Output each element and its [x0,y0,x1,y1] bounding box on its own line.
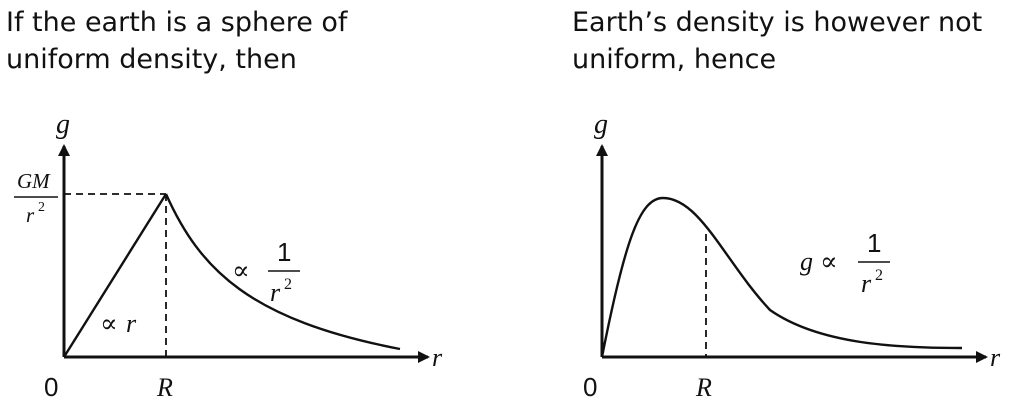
left-inner-relation-var: r [126,309,137,338]
left-peak-numerator: GM [17,169,51,193]
right-y-axis-label: g [594,109,608,140]
left-heading: If the earth is a sphere of uniform dens… [6,4,347,78]
left-outer-denominator-exp: 2 [284,276,292,293]
left-inverse-square-curve [164,193,401,351]
left-heading-line1: If the earth is a sphere of [6,7,348,38]
left-origin-label: 0 [44,372,58,402]
right-origin-label: 0 [583,372,597,402]
right-radius-label: R [695,373,712,402]
left-peak-denominator-exp: 2 [38,200,45,215]
left-y-axis-label: g [56,109,70,140]
left-peak-denominator: r [26,203,35,227]
right-heading-line2: uniform, hence [572,44,777,75]
left-outer-denominator: r [270,278,281,307]
right-graph: g r 0 R g ∝ 1 r 2 [583,109,1001,402]
right-heading: Earth’s density is however not uniform, … [572,4,982,78]
left-linear-segment [62,193,168,358]
right-heading-line1: Earth’s density is however not [572,7,983,38]
right-numerator: 1 [867,228,881,258]
left-heading-line2: uniform density, then [6,44,297,75]
right-x-axis-label: r [990,343,1001,372]
left-radius-label: R [156,373,173,402]
right-denominator: r [861,269,872,298]
right-relation-lhs: g [800,247,813,276]
right-denominator-exp: 2 [875,267,883,284]
right-gravity-curve [600,196,963,358]
left-outer-relation-symbol: ∝ [232,256,250,285]
left-outer-numerator: 1 [277,237,291,267]
left-inner-relation-symbol: ∝ [100,309,118,338]
left-graph: g r 0 R GM r 2 ∝ r ∝ 1 r 2 [14,109,443,402]
left-x-axis-label: r [432,343,443,372]
right-relation-symbol: ∝ [820,247,838,276]
